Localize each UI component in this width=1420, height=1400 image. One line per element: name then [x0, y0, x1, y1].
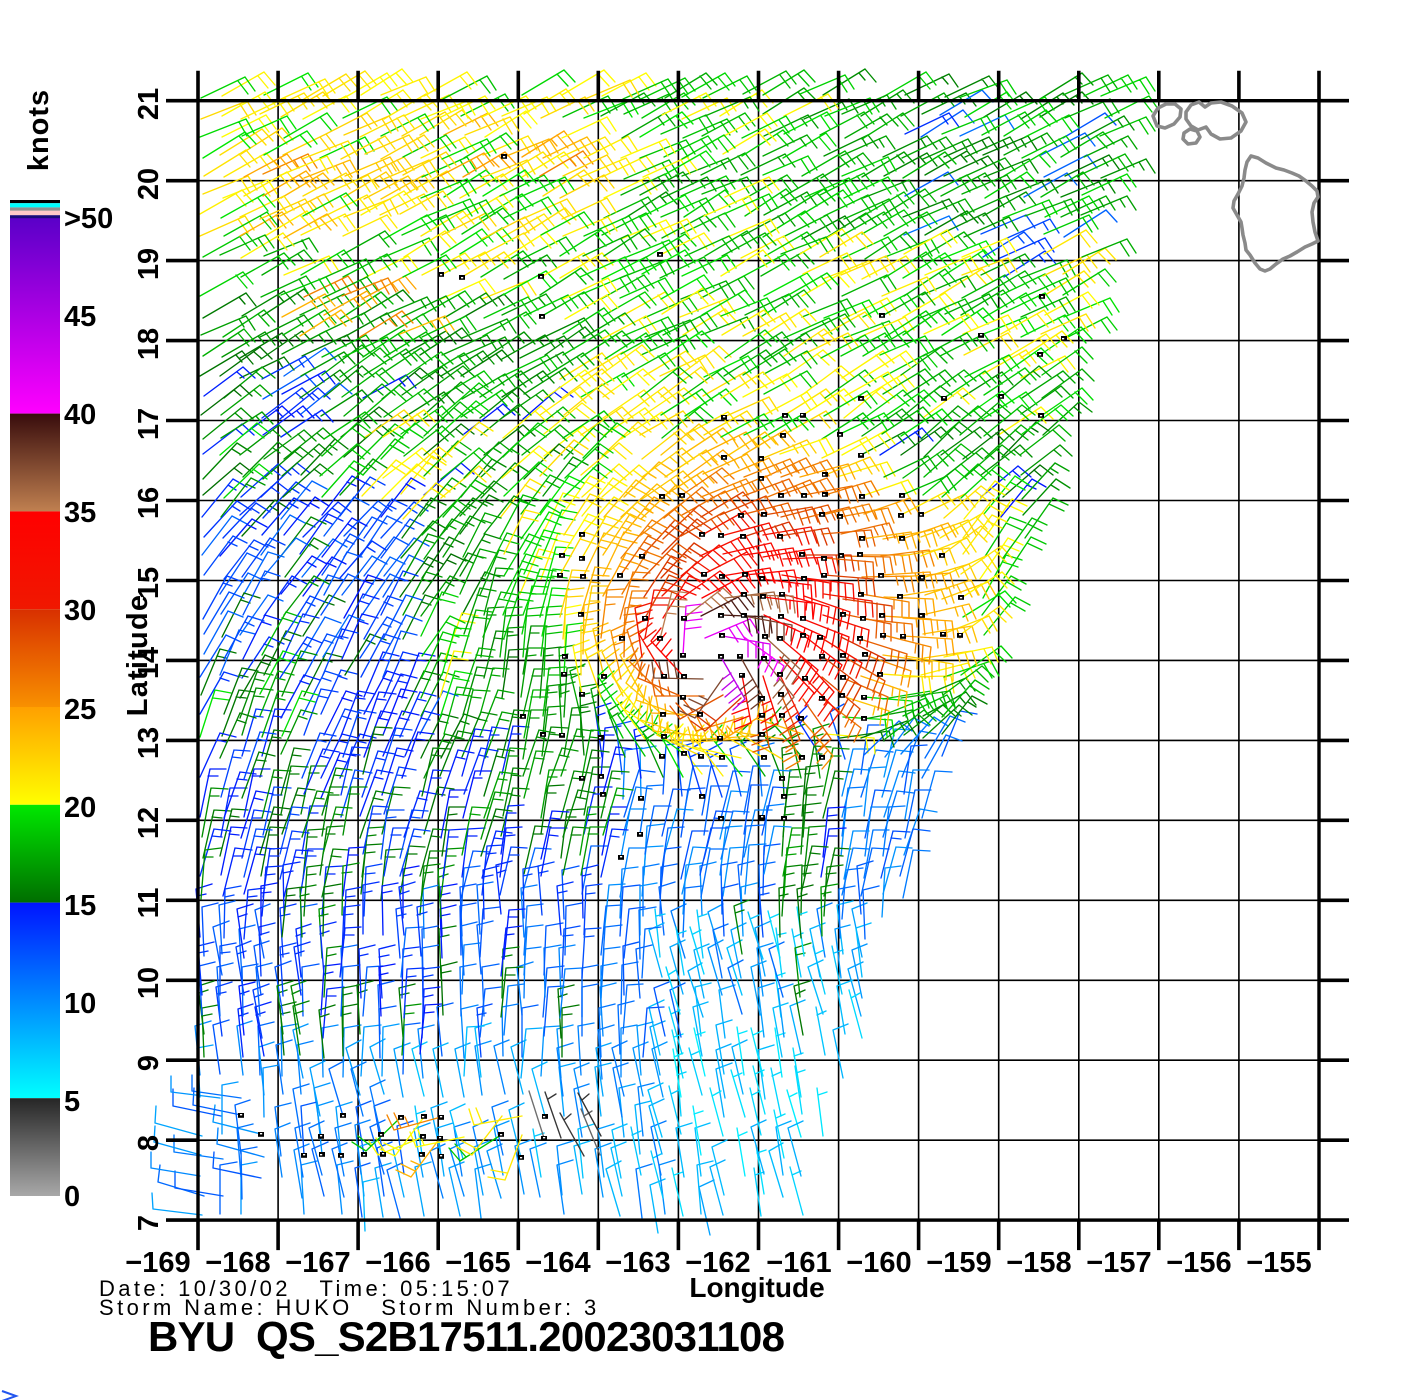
svg-text:−161: −161 — [766, 1247, 831, 1279]
svg-text:10: 10 — [133, 967, 165, 999]
svg-text:−158: −158 — [1006, 1247, 1071, 1279]
svg-text:−160: −160 — [846, 1247, 911, 1279]
svg-text:35: 35 — [64, 497, 96, 529]
svg-text:12: 12 — [133, 807, 165, 839]
svg-text:16: 16 — [133, 487, 165, 519]
svg-text:13: 13 — [133, 727, 165, 759]
svg-text:−155: −155 — [1246, 1247, 1311, 1279]
svg-text:knots: knots — [23, 89, 55, 171]
svg-text:14: 14 — [133, 647, 165, 679]
svg-text:BYU QS_S2B17511.20023031108: BYU QS_S2B17511.20023031108 — [148, 1313, 785, 1360]
svg-text:20: 20 — [133, 168, 165, 200]
svg-text:40: 40 — [64, 399, 96, 431]
svg-text:−159: −159 — [926, 1247, 991, 1279]
svg-text:Longitude: Longitude — [689, 1272, 824, 1303]
svg-text:19: 19 — [133, 248, 165, 280]
svg-text:45: 45 — [64, 301, 96, 333]
svg-text:20: 20 — [64, 792, 96, 824]
svg-text:Storm Name: HUKO Storm Numbe: Storm Name: HUKO Storm Number: 3 — [99, 1295, 600, 1320]
svg-text:8: 8 — [133, 1135, 165, 1151]
svg-text:18: 18 — [133, 328, 165, 360]
svg-text:Date: 10/30/02 Time: 05:15:0: Date: 10/30/02 Time: 05:15:07 — [99, 1276, 513, 1301]
svg-text:Latitude: Latitude — [122, 594, 154, 716]
svg-text:0: 0 — [64, 1181, 80, 1213]
svg-text:30: 30 — [64, 595, 96, 627]
svg-text:−168: −168 — [205, 1247, 270, 1279]
svg-text:5: 5 — [64, 1086, 80, 1118]
svg-text:21: 21 — [133, 88, 165, 120]
svg-text:7: 7 — [133, 1215, 165, 1231]
svg-text:>50: >50 — [64, 203, 113, 235]
svg-text:11: 11 — [133, 888, 165, 919]
svg-text:−156: −156 — [1166, 1247, 1231, 1279]
svg-text:10: 10 — [64, 988, 96, 1020]
svg-text:17: 17 — [133, 408, 165, 440]
svg-text:−167: −167 — [285, 1247, 350, 1279]
svg-text:−164: −164 — [525, 1247, 590, 1279]
svg-text:15: 15 — [133, 567, 165, 599]
svg-text:−163: −163 — [605, 1247, 670, 1279]
svg-text:−157: −157 — [1086, 1247, 1151, 1279]
svg-text:9: 9 — [133, 1055, 165, 1071]
svg-text:−169: −169 — [125, 1247, 190, 1279]
svg-text:−166: −166 — [365, 1247, 430, 1279]
svg-text:−165: −165 — [445, 1247, 510, 1279]
svg-text:−162: −162 — [685, 1247, 750, 1279]
svg-text:15: 15 — [64, 890, 96, 922]
svg-text:25: 25 — [64, 694, 96, 726]
